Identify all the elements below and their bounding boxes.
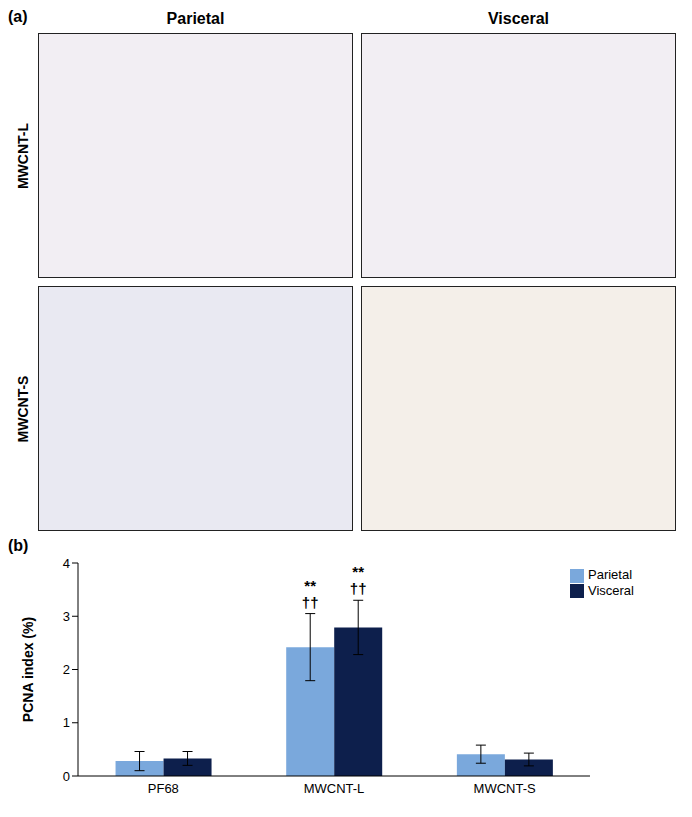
html-text:Visceral: Visceral [588,582,634,598]
svg-text:3: 3 [63,609,70,624]
svg-text:4: 4 [63,556,70,571]
html-text:Parietal: Parietal [588,567,633,582]
svg-text:††: †† [302,594,319,611]
html-text:(b): (b) [8,537,29,554]
svg-text:2: 2 [63,662,70,677]
svg-text:**: ** [352,563,364,580]
svg-text:0: 0 [63,769,70,784]
svg-text:1: 1 [63,715,70,730]
svg-text:PCNA index (%): PCNA index (%) [20,617,36,722]
html-text:(a): (a) [8,8,28,25]
html-text:MWCNT-S: MWCNT-S [15,375,31,442]
svg-text:††: †† [350,580,367,597]
html-text:Parietal: Parietal [166,10,225,27]
svg-text:PF68: PF68 [148,781,179,796]
html-text:MWCNT-L: MWCNT-L [15,122,31,189]
svg-text:**: ** [304,577,316,594]
svg-text:MWCNT-L: MWCNT-L [304,781,365,796]
html-text:Visceral: Visceral [488,10,549,27]
svg-text:MWCNT-S: MWCNT-S [474,781,536,796]
